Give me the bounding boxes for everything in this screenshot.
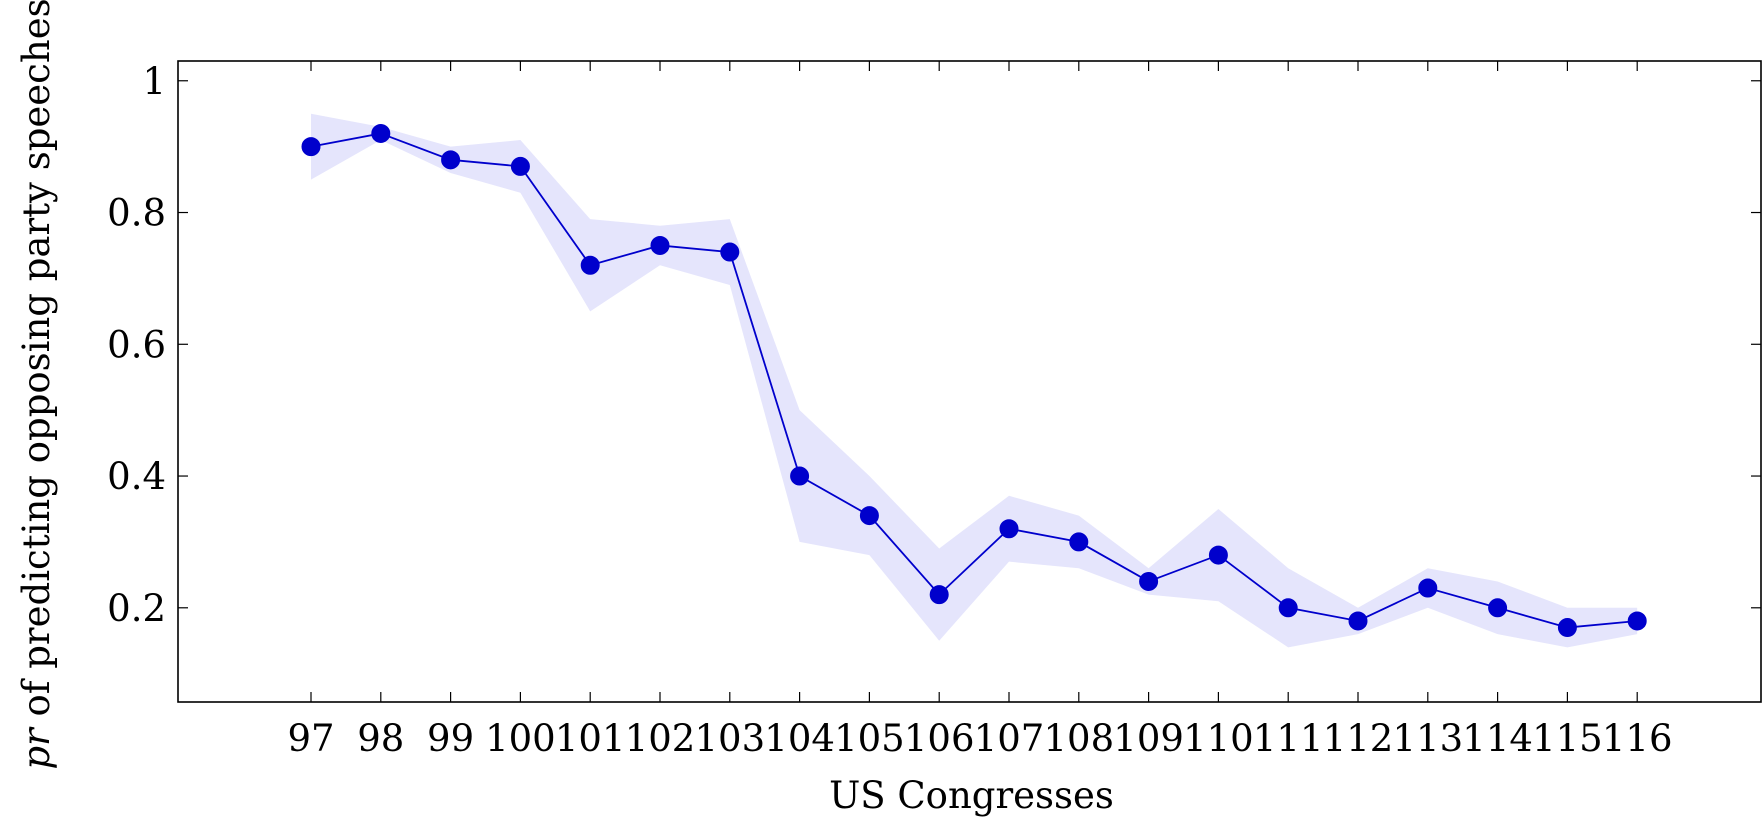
series-line [310, 132, 1638, 629]
y-tick-label: 0.6 [107, 323, 166, 366]
x-tick-label: 106 [904, 717, 975, 760]
data-points-layer [301, 123, 1647, 638]
x-tick-label: 101 [555, 717, 626, 760]
y-tick-label: 0.2 [107, 587, 166, 630]
x-tick-label: 111 [1253, 717, 1324, 760]
data-point [859, 506, 879, 526]
x-tick-label: 99 [427, 717, 474, 760]
data-point [720, 242, 740, 262]
axes [177, 60, 1762, 703]
data-point [1139, 571, 1159, 591]
x-tick-label: 115 [1532, 717, 1603, 760]
data-point [1488, 598, 1508, 618]
data-point [371, 123, 391, 143]
confidence-band-layer [311, 113, 1638, 648]
x-tick-label: 97 [287, 717, 334, 760]
data-point [1278, 598, 1298, 618]
data-point [301, 137, 321, 157]
data-point [510, 156, 530, 176]
data-point [790, 466, 810, 486]
data-point [1627, 611, 1647, 631]
confidence-band [311, 113, 1638, 648]
x-tick-label: 113 [1392, 717, 1463, 760]
x-tick-label: 103 [694, 717, 765, 760]
data-point [441, 150, 461, 170]
x-tick-label: 104 [764, 717, 835, 760]
data-point [650, 235, 670, 255]
x-tick-label: 107 [974, 717, 1045, 760]
x-tick-label: 114 [1462, 717, 1533, 760]
y-tick-label: 1 [142, 60, 166, 103]
data-point [1069, 532, 1089, 552]
x-tick-label: 108 [1043, 717, 1114, 760]
x-tick-label: 109 [1113, 717, 1184, 760]
x-tick-label: 102 [625, 717, 696, 760]
y-tick-label: 0.8 [107, 192, 166, 235]
tick-labels-layer: 97 98 99 100 101 102 103 104 105 106 107 108 109 110 1… [107, 60, 1672, 760]
data-point [1557, 618, 1577, 638]
y-axis-label-italic: pr [15, 726, 58, 770]
y-axis-label: pr of predicting opposing party speeches [15, 0, 58, 770]
data-point [929, 585, 949, 605]
data-point [1418, 578, 1438, 598]
data-point [1348, 611, 1368, 631]
x-tick-label: 98 [357, 717, 404, 760]
data-point [999, 519, 1019, 539]
series-line-layer [310, 132, 1638, 629]
data-point [1208, 545, 1228, 565]
plot-frame [177, 60, 1762, 703]
data-point [580, 255, 600, 275]
x-axis-label: US Congresses [829, 774, 1114, 817]
x-tick-label: 116 [1602, 717, 1673, 760]
y-axis-label-rest: of predicting opposing party speeches [15, 0, 58, 728]
x-tick-label: 105 [834, 717, 905, 760]
x-tick-label: 100 [485, 717, 556, 760]
y-tick-label: 0.4 [107, 455, 166, 498]
x-tick-label: 112 [1323, 717, 1394, 760]
x-tick-label: 110 [1183, 717, 1254, 760]
